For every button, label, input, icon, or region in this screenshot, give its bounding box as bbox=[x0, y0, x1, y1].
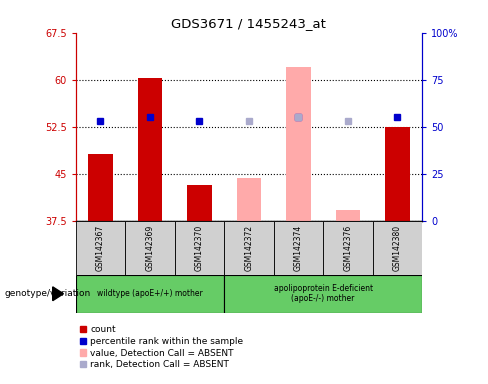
Text: GSM142380: GSM142380 bbox=[393, 225, 402, 271]
Text: GSM142369: GSM142369 bbox=[145, 225, 154, 271]
Bar bbox=[237, 178, 261, 221]
Text: genotype/variation: genotype/variation bbox=[5, 289, 91, 298]
FancyBboxPatch shape bbox=[125, 221, 175, 275]
Title: GDS3671 / 1455243_at: GDS3671 / 1455243_at bbox=[171, 17, 326, 30]
Legend: count, percentile rank within the sample, value, Detection Call = ABSENT, rank, : count, percentile rank within the sample… bbox=[80, 325, 243, 369]
Text: apolipoprotein E-deficient
(apoE-/-) mother: apolipoprotein E-deficient (apoE-/-) mot… bbox=[274, 284, 373, 303]
FancyBboxPatch shape bbox=[323, 221, 373, 275]
Bar bbox=[138, 78, 162, 221]
Bar bbox=[336, 210, 360, 221]
Text: GSM142367: GSM142367 bbox=[96, 225, 105, 271]
FancyBboxPatch shape bbox=[224, 275, 422, 313]
FancyBboxPatch shape bbox=[175, 221, 224, 275]
FancyBboxPatch shape bbox=[224, 221, 274, 275]
FancyBboxPatch shape bbox=[76, 275, 224, 313]
Bar bbox=[187, 185, 212, 221]
Bar bbox=[286, 67, 311, 221]
FancyBboxPatch shape bbox=[373, 221, 422, 275]
Bar bbox=[88, 154, 113, 221]
Text: GSM142376: GSM142376 bbox=[344, 225, 352, 271]
Text: GSM142372: GSM142372 bbox=[244, 225, 253, 271]
FancyBboxPatch shape bbox=[274, 221, 323, 275]
Bar bbox=[385, 127, 410, 221]
Text: GSM142374: GSM142374 bbox=[294, 225, 303, 271]
Text: GSM142370: GSM142370 bbox=[195, 225, 204, 271]
Text: wildtype (apoE+/+) mother: wildtype (apoE+/+) mother bbox=[97, 289, 203, 298]
FancyBboxPatch shape bbox=[76, 221, 125, 275]
